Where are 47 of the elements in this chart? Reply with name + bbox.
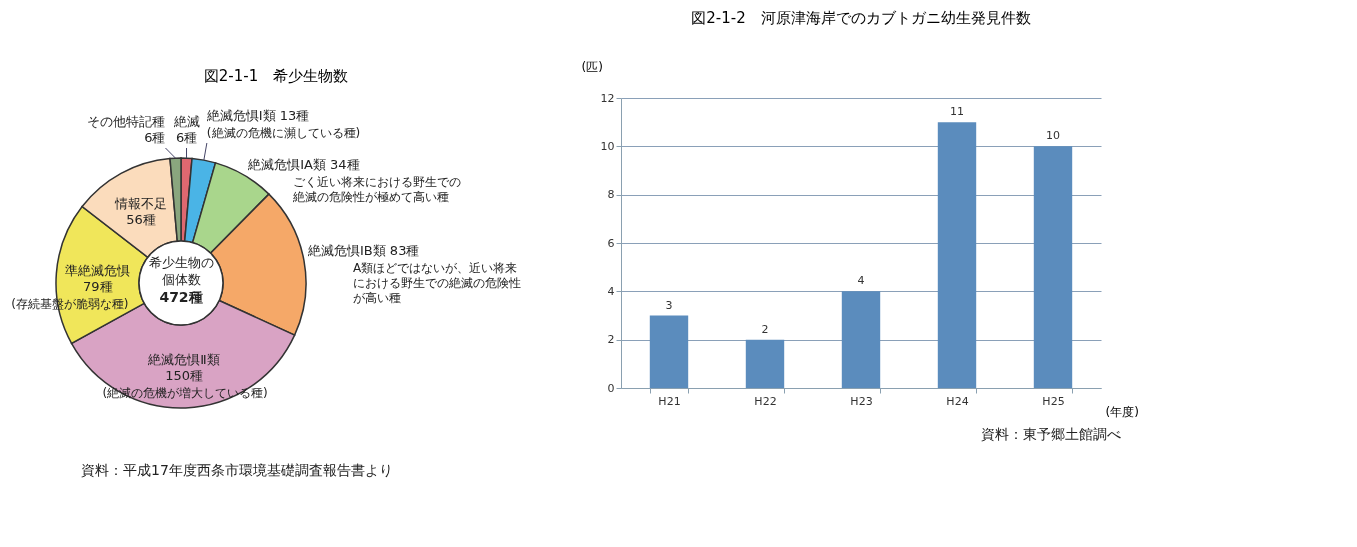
text: 資料：平成17年度西条市環境基礎調査報告書より [81,462,393,478]
data-label: 10 [1046,129,1060,143]
text: 472種 [159,289,203,305]
slice-label: 絶滅危惧ⅠB類 83種 [306,242,420,258]
x-axis-title: (年度) [1105,404,1139,419]
slice-label: 情報不足 [113,195,167,211]
y-tick-label: 8 [607,188,615,202]
text: 資料：東予郷土館調べ [981,426,1121,442]
chart-title: 図2-1-1 希少生物数 [203,67,349,85]
bar [1033,146,1073,388]
slice-label: 絶滅危惧ⅠA類 34種 [247,157,360,173]
text: (絶滅の危機に瀕している種) [206,126,361,140]
bar [937,122,977,388]
text: A類ほどではないが、近い将来における野生での絶滅の危険性が高い種 [352,260,521,305]
chart-title: 図2-1-2 河原津海岸でのカブトガニ幼生発見件数 [691,9,1031,27]
y-tick-label: 4 [607,284,615,298]
text: (存続基盤が脆弱な種) [11,296,129,311]
x-tick-label: H25 [1042,394,1065,408]
y-axis-title: (匹) [581,59,603,74]
x-tick-label: H21 [658,394,681,408]
bar [745,339,785,388]
x-tick-label: H23 [850,394,873,408]
data-label: 11 [950,105,964,119]
data-label: 56種 [126,211,156,227]
data-label: 4 [857,274,865,288]
y-tick-label: 2 [607,333,615,347]
x-tick-label: H24 [946,394,969,408]
x-tick-label: H22 [754,394,777,408]
data-label: 79種 [82,278,113,294]
data-label: 3 [665,298,673,312]
slice-label: 準絶滅危惧 [65,262,131,278]
data-label: 6種 [175,130,198,145]
y-tick-label: 12 [600,91,615,105]
text: ごく近い将来における野生での絶滅の危険性が極めて高い種 [293,175,462,205]
y-tick-label: 6 [607,236,615,250]
slice-label: 絶滅危惧Ⅰ類 13種 [205,108,310,123]
slice-label: 絶滅 [172,114,200,129]
bar [649,315,689,388]
text: 希少生物の個体数 [148,255,214,287]
slice-label: 絶滅危惧Ⅱ類 [147,352,220,368]
data-label: 6種 [144,130,166,145]
slice-label: その他特記種 [87,114,166,129]
data-label: 2 [761,322,769,336]
data-label: 150種 [165,368,203,384]
y-tick-label: 10 [600,139,615,153]
y-tick-label: 0 [607,381,615,395]
bar [841,291,881,388]
